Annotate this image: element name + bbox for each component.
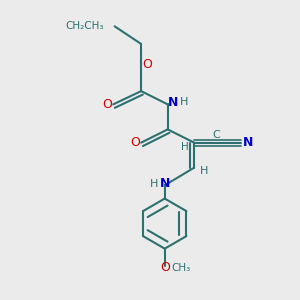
Text: H: H xyxy=(180,97,188,107)
Text: CH₃: CH₃ xyxy=(171,263,190,273)
Text: N: N xyxy=(243,136,253,149)
Text: O: O xyxy=(143,58,153,71)
Text: CH₂CH₃: CH₂CH₃ xyxy=(66,21,104,31)
Text: H: H xyxy=(150,179,159,189)
Text: H: H xyxy=(182,142,189,152)
Text: O: O xyxy=(160,261,170,274)
Text: O: O xyxy=(130,136,140,149)
Text: O: O xyxy=(102,98,112,111)
Text: H: H xyxy=(200,166,208,176)
Text: C: C xyxy=(212,130,220,140)
Text: N: N xyxy=(160,177,170,190)
Text: N: N xyxy=(168,95,178,109)
